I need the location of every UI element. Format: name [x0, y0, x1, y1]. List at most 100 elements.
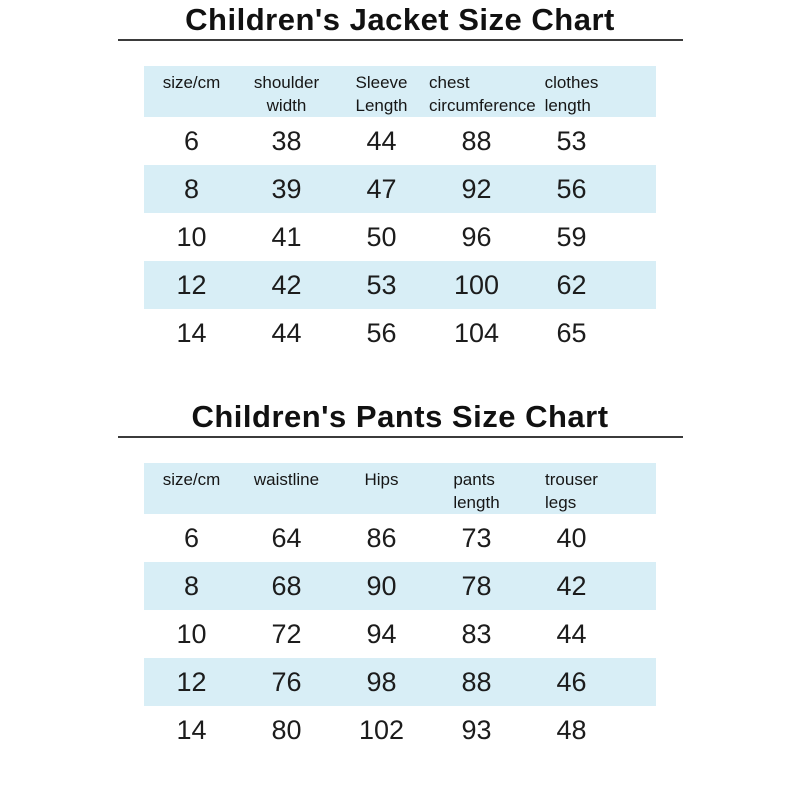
spacer-cell [619, 463, 656, 514]
jacket-chart-title: Children's Jacket Size Chart [185, 2, 615, 37]
table-cell: 92 [461, 173, 492, 204]
table-cell: 6 [183, 125, 200, 156]
table-cell: 73 [461, 522, 492, 553]
header-cell-size-cm: size/cm [144, 66, 239, 117]
table-row-size-14: 14 80 102 93 48 [144, 706, 656, 754]
table-cell: 88 [461, 125, 492, 156]
spacer-cell [619, 117, 656, 165]
table-cell: 10 [176, 618, 207, 649]
table-cell: 12 [176, 269, 207, 300]
table-cell: 62 [556, 269, 587, 300]
table-cell: 78 [461, 570, 492, 601]
table-cell: 56 [556, 173, 587, 204]
spacer-cell [619, 66, 656, 117]
table-row-size-8: 8 39 47 92 56 [144, 165, 656, 213]
table-row-size-12: 12 42 53 100 62 [144, 261, 656, 309]
spacer-cell [619, 261, 656, 309]
table-cell: 98 [366, 666, 397, 697]
header-label: clothes length [544, 73, 599, 115]
table-row-size-14: 14 44 56 104 65 [144, 309, 656, 357]
table-row-size-6: 6 38 44 88 53 [144, 117, 656, 165]
table-cell: 88 [461, 666, 492, 697]
header-label: pants length [453, 470, 500, 512]
spacer-cell [619, 165, 656, 213]
table-cell: 44 [271, 317, 302, 348]
table-cell: 94 [366, 618, 397, 649]
spacer-cell [619, 309, 656, 357]
spacer-cell [619, 514, 656, 562]
header-cell-chest-circumference: chest circumference [429, 66, 536, 117]
table-cell: 8 [183, 173, 200, 204]
header-row: size/cm shoulder width Sleeve Length chest cir… [144, 66, 656, 117]
table-cell: 46 [556, 666, 587, 697]
table-cell: 6 [183, 522, 200, 553]
header-cell-size-cm: size/cm [144, 463, 239, 514]
table-cell: 40 [556, 522, 587, 553]
jacket-title-rule [117, 39, 683, 41]
header-cell-waistline: waistline [239, 463, 334, 514]
pants-size-table: size/cm waistline Hips pants length trouser le… [144, 463, 656, 754]
spacer-cell [619, 562, 656, 610]
table-cell: 102 [358, 714, 405, 745]
header-cell-trouser-legs: trouser legs [524, 463, 619, 514]
header-label: waistline [253, 470, 320, 489]
spacer-cell [619, 610, 656, 658]
table-cell: 68 [271, 570, 302, 601]
table-cell: 90 [366, 570, 397, 601]
header-label: size/cm [162, 73, 221, 92]
pants-chart-title: Children's Pants Size Chart [191, 399, 609, 434]
table-cell: 38 [271, 125, 302, 156]
table-row-size-12: 12 76 98 88 46 [144, 658, 656, 706]
table-cell: 59 [556, 221, 587, 252]
table-cell: 86 [366, 522, 397, 553]
table-cell: 64 [271, 522, 302, 553]
pants-size-chart-section: Children's Pants Size Chart size/cm waist… [0, 399, 800, 754]
table-cell: 96 [461, 221, 492, 252]
jacket-size-table: size/cm shoulder width Sleeve Length chest cir… [144, 66, 656, 357]
table-cell: 50 [366, 221, 397, 252]
table-cell: 14 [176, 317, 207, 348]
table-cell: 53 [366, 269, 397, 300]
header-row: size/cm waistline Hips pants length trouser le… [144, 463, 656, 514]
table-cell: 10 [176, 221, 207, 252]
table-cell: 72 [271, 618, 302, 649]
table-cell: 42 [271, 269, 302, 300]
table-row-size-10: 10 41 50 96 59 [144, 213, 656, 261]
spacer-cell [619, 658, 656, 706]
header-label: chest circumference [429, 73, 536, 115]
table-cell: 8 [183, 570, 200, 601]
table-cell: 42 [556, 570, 587, 601]
table-cell: 65 [556, 317, 587, 348]
header-label: size/cm [162, 470, 221, 489]
table-cell: 44 [556, 618, 587, 649]
table-row-size-6: 6 64 86 73 40 [144, 514, 656, 562]
table-row-size-10: 10 72 94 83 44 [144, 610, 656, 658]
table-cell: 80 [271, 714, 302, 745]
header-label: trouser legs [545, 470, 598, 512]
table-cell: 83 [461, 618, 492, 649]
table-cell: 76 [271, 666, 302, 697]
spacer-cell [619, 213, 656, 261]
header-cell-shoulder-width: shoulder width [239, 66, 334, 117]
header-cell-pants-length: pants length [429, 463, 524, 514]
header-label: Sleeve Length [355, 73, 408, 115]
spacer-cell [619, 706, 656, 754]
pants-title-rule [117, 436, 683, 438]
table-cell: 56 [366, 317, 397, 348]
table-cell: 100 [453, 269, 500, 300]
table-row-size-8: 8 68 90 78 42 [144, 562, 656, 610]
table-cell: 104 [453, 317, 500, 348]
header-label: shoulder width [253, 73, 320, 115]
header-cell-hips: Hips [334, 463, 429, 514]
table-cell: 48 [556, 714, 587, 745]
table-cell: 44 [366, 125, 397, 156]
table-cell: 53 [556, 125, 587, 156]
table-cell: 93 [461, 714, 492, 745]
header-label: Hips [364, 470, 399, 489]
header-cell-clothes-length: clothes length [524, 66, 619, 117]
table-cell: 47 [366, 173, 397, 204]
header-cell-sleeve-length: Sleeve Length [334, 66, 429, 117]
table-cell: 14 [176, 714, 207, 745]
jacket-size-chart-section: Children's Jacket Size Chart size/cm shou… [0, 2, 800, 357]
